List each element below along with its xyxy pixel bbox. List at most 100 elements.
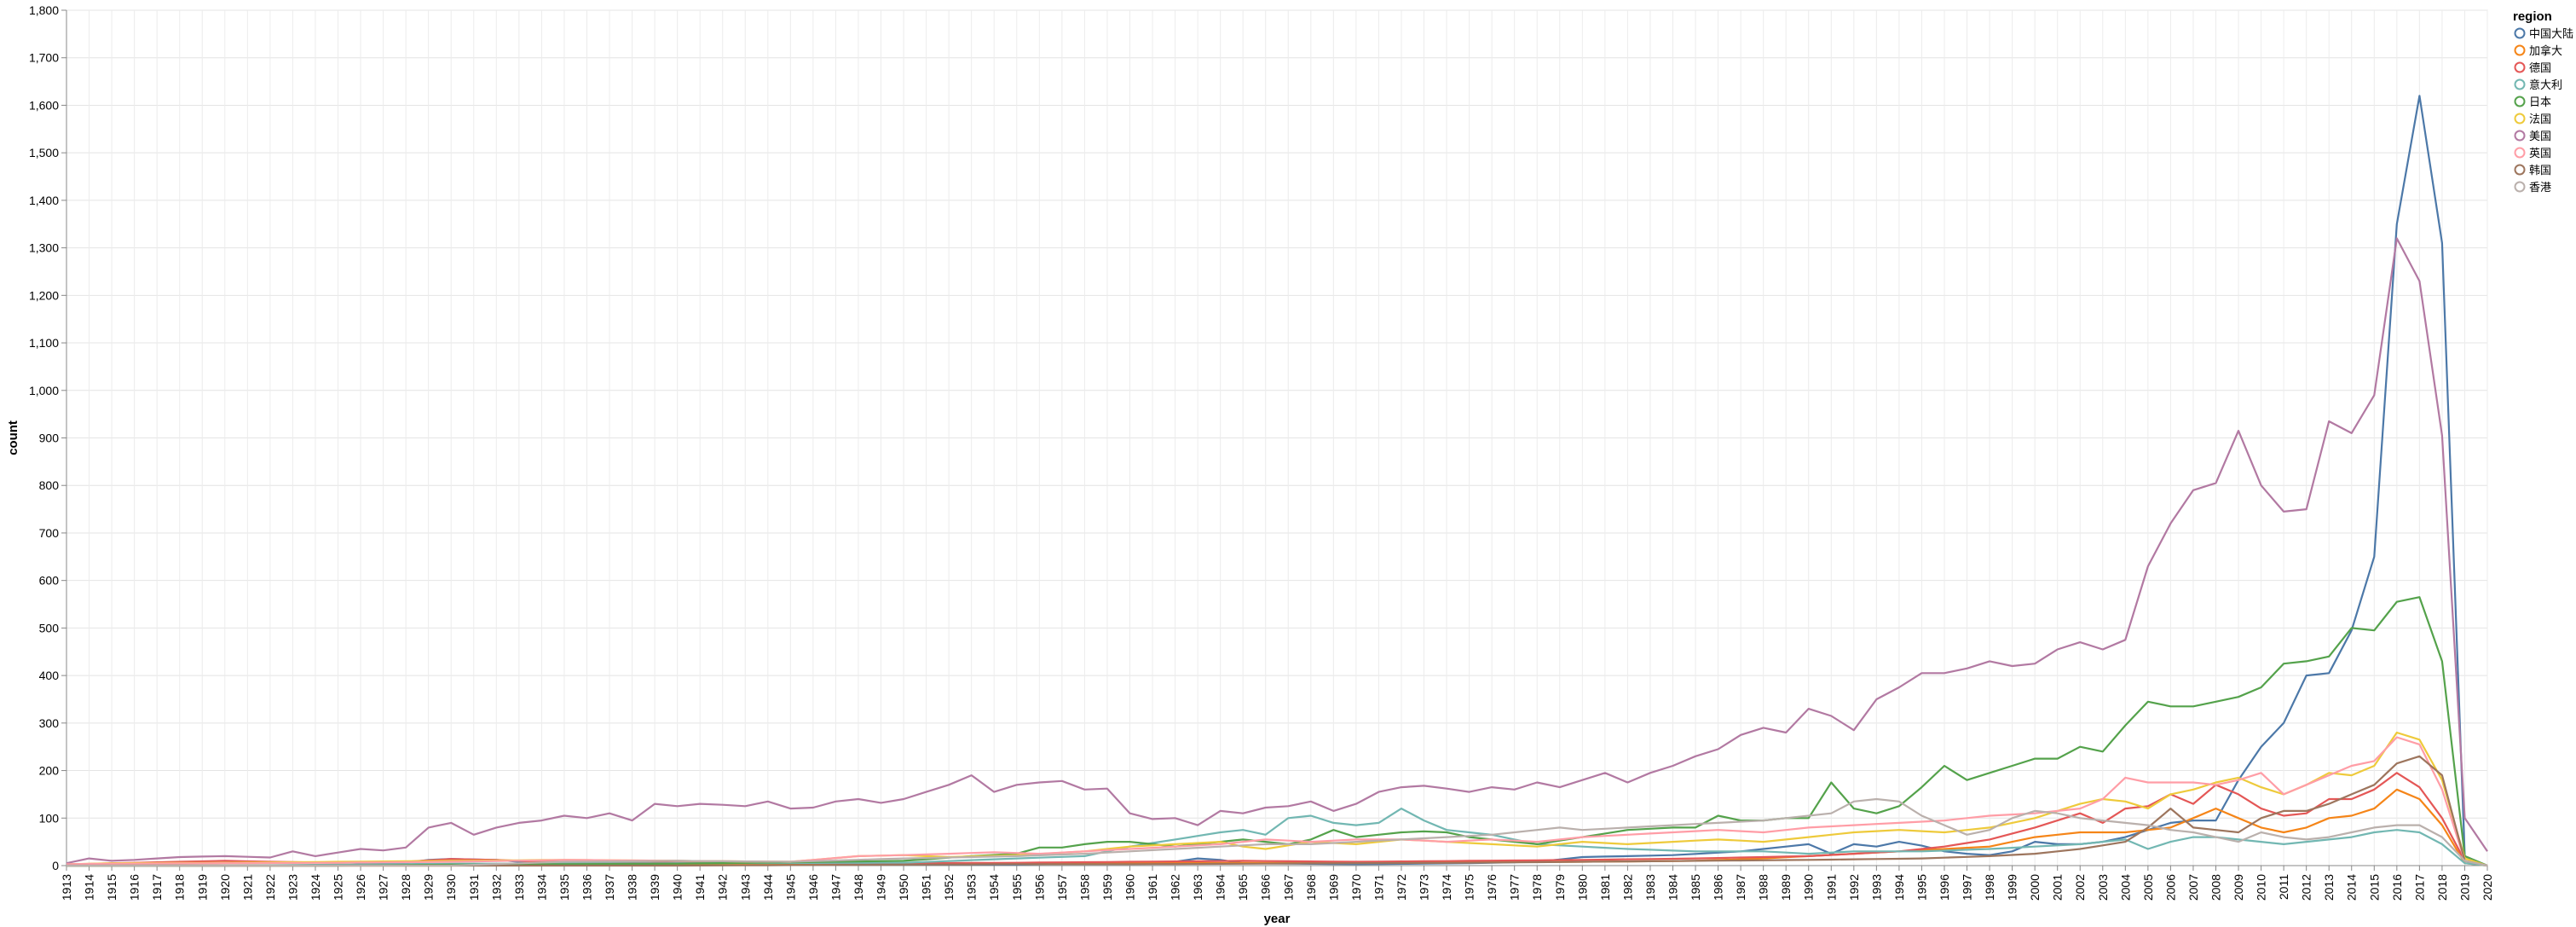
y-tick-label: 200: [39, 764, 60, 778]
legend-label: 加拿大: [2529, 44, 2562, 57]
x-tick-label: 1975: [1463, 874, 1476, 901]
legend-symbol: [2514, 44, 2526, 56]
x-tick-label: 1964: [1214, 874, 1227, 901]
x-tick-label: 1913: [60, 874, 73, 901]
x-tick-label: 1939: [648, 874, 661, 901]
y-tick-label: 1,800: [29, 3, 59, 17]
series-line: [66, 772, 2488, 867]
x-tick-label: 1916: [128, 874, 142, 901]
x-tick-label: 1993: [1869, 874, 1883, 901]
legend-label: 美国: [2529, 130, 2551, 142]
x-tick-label: 2006: [2163, 874, 2177, 901]
x-tick-label: 1963: [1191, 874, 1204, 901]
x-tick-label: 1937: [603, 874, 616, 901]
x-tick-label: 1990: [1802, 874, 1816, 901]
x-tick-label: 2016: [2390, 874, 2404, 901]
x-tick-label: 1921: [240, 874, 254, 901]
x-tick-label: 1994: [1892, 874, 1906, 901]
x-tick-label: 2004: [2118, 874, 2132, 901]
legend-label: 中国大陆: [2529, 27, 2573, 40]
x-tick-label: 1941: [693, 874, 707, 901]
x-tick-label: 1934: [534, 874, 548, 901]
legend-symbol: [2514, 113, 2526, 125]
x-tick-label: 1943: [738, 874, 752, 901]
legend-symbol: [2514, 181, 2526, 193]
x-tick-label: 2012: [2300, 874, 2313, 901]
x-tick-label: 2020: [2481, 874, 2494, 901]
y-tick-label: 700: [39, 526, 60, 540]
x-tick-label: 1985: [1689, 874, 1702, 901]
x-tick-label: 1923: [286, 874, 299, 901]
y-tick-label: 300: [39, 716, 60, 730]
x-tick-label: 2007: [2186, 874, 2200, 901]
y-tick-label: 1,600: [29, 98, 59, 112]
y-tick-label: 1,700: [29, 51, 59, 65]
legend-label: 香港: [2529, 181, 2551, 194]
x-tick-label: 1981: [1598, 874, 1612, 901]
x-tick-label: 1976: [1485, 874, 1499, 901]
x-tick-label: 1967: [1281, 874, 1295, 901]
x-tick-label: 1914: [83, 874, 96, 901]
x-tick-label: 1982: [1620, 874, 1634, 901]
x-tick-label: 1971: [1372, 874, 1385, 901]
x-tick-label: 1978: [1530, 874, 1544, 901]
x-tick-label: 1991: [1824, 874, 1838, 901]
y-tick-label: 1,500: [29, 146, 59, 159]
y-tick-label: 0: [52, 859, 59, 872]
x-tick-label: 1974: [1440, 874, 1453, 901]
x-tick-label: 1983: [1643, 874, 1657, 901]
x-tick-label: 1970: [1349, 874, 1363, 901]
x-tick-label: 1960: [1123, 874, 1136, 901]
x-tick-label: 1945: [783, 874, 797, 901]
x-tick-label: 2005: [2141, 874, 2155, 901]
x-tick-label: 1950: [897, 874, 910, 901]
series-line: [66, 237, 2488, 865]
legend-symbol: [2514, 164, 2526, 176]
x-tick-label: 1998: [1983, 874, 1996, 901]
x-tick-label: 1938: [626, 874, 639, 901]
series-line: [66, 736, 2488, 867]
x-tick-label: 1927: [377, 874, 390, 901]
legend-symbol: [2514, 96, 2526, 107]
x-tick-label: 1965: [1236, 874, 1250, 901]
x-tick-label: 1940: [671, 874, 684, 901]
x-tick-label: 1979: [1553, 874, 1567, 901]
y-axis-title: count: [6, 420, 20, 455]
x-tick-label: 1954: [987, 874, 1001, 901]
x-tick-label: 1933: [512, 874, 526, 901]
x-tick-label: 1956: [1032, 874, 1046, 901]
x-tick-label: 2018: [2435, 874, 2449, 901]
x-tick-label: 2019: [2458, 874, 2471, 901]
series-line: [66, 755, 2488, 867]
x-tick-label: 1957: [1055, 874, 1069, 901]
x-tick-label: 1977: [1508, 874, 1522, 901]
x-tick-label: 1969: [1326, 874, 1340, 901]
x-tick-label: 2001: [2051, 874, 2065, 901]
x-tick-label: 1932: [489, 874, 503, 901]
x-tick-label: 1922: [263, 874, 277, 901]
y-axis: 0 100 200 300 400 500 600 700 800 900 1,000 1,100 1,…: [29, 3, 67, 872]
x-tick-label: 1918: [173, 874, 187, 901]
legend-symbol: [2514, 27, 2526, 39]
x-tick-label: 1928: [399, 874, 413, 901]
y-tick-label: 800: [39, 478, 60, 492]
x-tick-label: 2009: [2232, 874, 2245, 901]
x-tick-label: 1995: [1915, 874, 1928, 901]
legend-symbol: [2514, 130, 2526, 142]
x-tick-label: 1930: [444, 874, 458, 901]
x-tick-label: 1988: [1757, 874, 1770, 901]
x-tick-label: 1935: [557, 874, 571, 901]
x-tick-label: 1989: [1779, 874, 1793, 901]
x-tick-label: 1931: [467, 874, 481, 901]
x-axis: 1913 1914 1915 1916 1917 1918 1919 1920 1921 1922…: [60, 865, 2494, 901]
x-tick-label: 1919: [195, 874, 209, 901]
legend-label: 德国: [2529, 61, 2551, 74]
x-tick-label: 2015: [2367, 874, 2381, 901]
y-tick-label: 1,000: [29, 384, 59, 397]
x-tick-label: 1966: [1259, 874, 1273, 901]
legend-label: 法国: [2529, 113, 2551, 125]
x-tick-label: 1924: [309, 874, 322, 901]
x-tick-label: 1952: [942, 874, 956, 901]
